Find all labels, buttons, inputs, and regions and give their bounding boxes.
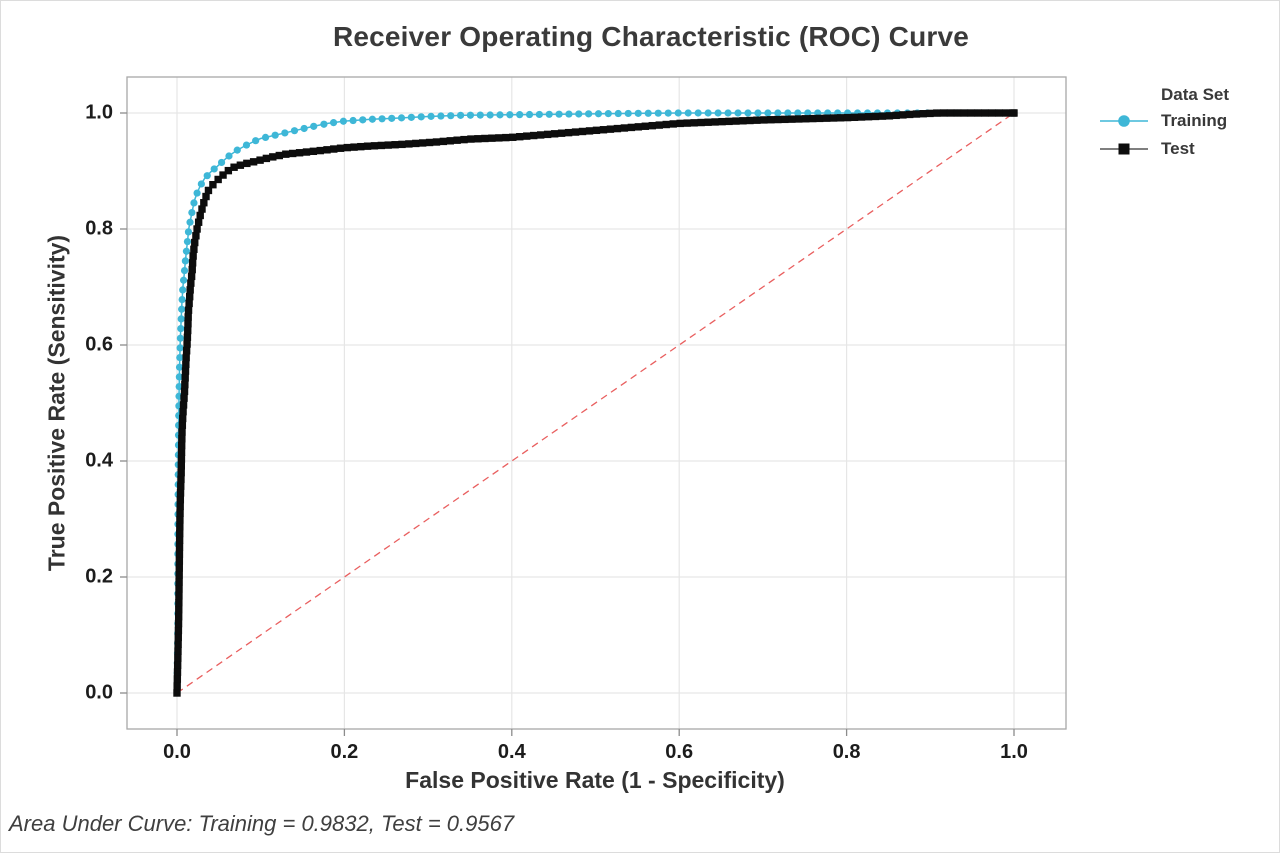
x-tick-label: 0.4 [497, 741, 526, 763]
x-tick-label: 1.0 [1000, 741, 1028, 763]
x-tick-label: 0.2 [330, 741, 359, 763]
test-marker-icon [1100, 143, 1148, 155]
x-tick-label: 0.0 [163, 741, 191, 763]
legend-item-training: Training [1099, 107, 1269, 135]
chart-title: Receiver Operating Characteristic (ROC) … [332, 21, 970, 52]
y-tick-label: 0.8 [85, 217, 113, 240]
plot-frame [126, 76, 1067, 730]
y-tick-label: 0.0 [85, 681, 113, 704]
legend-item-label: Training [1161, 111, 1228, 130]
legend: Data Set Training Test [1099, 85, 1269, 163]
legend-item-label: Test [1161, 139, 1195, 158]
y-axis-title: True Positive Rate (Sensitivity) [43, 234, 70, 572]
y-tick-label: 0.4 [85, 449, 113, 472]
tick-marks [120, 112, 1015, 736]
x-tick-label: 0.8 [832, 741, 861, 763]
legend-item-test: Test [1099, 135, 1269, 163]
training-marker-icon [1100, 115, 1148, 127]
gridlines [127, 77, 1066, 729]
y-tick-label: 1.0 [85, 101, 113, 124]
y-tick-label: 0.2 [85, 565, 113, 588]
plot-area [120, 76, 1067, 736]
reference-diagonal [176, 112, 1015, 694]
x-tick-label: 0.6 [665, 741, 694, 763]
legend-title: Data Set [1161, 85, 1230, 104]
series-test [173, 109, 1018, 697]
auc-footer-note: Area Under Curve: Training = 0.9832, Tes… [9, 811, 515, 836]
x-axis-title: False Positive Rate (1 - Specificity) [405, 767, 785, 793]
y-tick-label: 0.6 [85, 333, 113, 356]
